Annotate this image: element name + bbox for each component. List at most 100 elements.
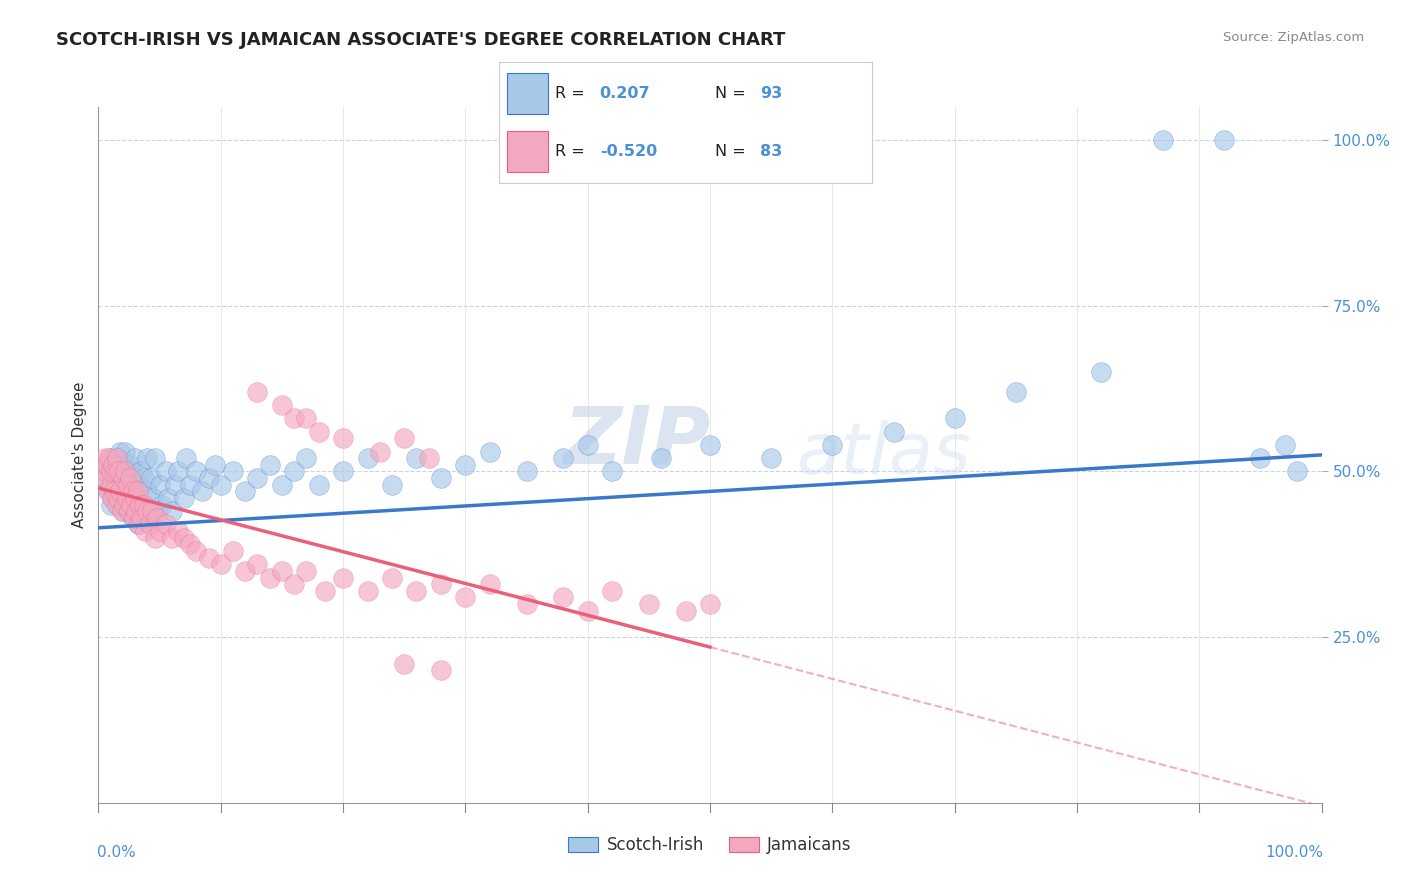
Point (405, 583, 427, 598)
Point (246, 471, 269, 485)
Text: Source: ZipAtlas.com: Source: ZipAtlas.com (1223, 31, 1364, 45)
Point (129, 465, 152, 479)
Text: 83: 83 (759, 144, 782, 159)
Point (120, 471, 142, 485)
Point (121, 484, 143, 499)
Point (124, 451, 146, 466)
Point (191, 484, 214, 499)
Point (114, 465, 136, 479)
Point (111, 504, 134, 518)
Point (283, 465, 305, 479)
Point (1249, 451, 1271, 466)
Point (332, 431, 354, 445)
Point (259, 570, 281, 584)
Point (141, 504, 163, 518)
Point (1212, 133, 1234, 147)
FancyBboxPatch shape (506, 73, 547, 114)
Point (131, 498, 153, 512)
Point (129, 511, 152, 525)
Point (139, 504, 162, 518)
Point (883, 425, 905, 439)
Point (118, 504, 141, 518)
Point (127, 484, 149, 499)
Point (553, 451, 575, 466)
Point (454, 591, 477, 605)
Point (381, 477, 404, 491)
Point (100, 498, 122, 512)
Point (107, 498, 129, 512)
Point (93, 477, 115, 491)
Point (100, 477, 122, 491)
Point (111, 484, 134, 499)
Point (392, 657, 416, 671)
Point (110, 491, 132, 505)
Point (97, 484, 120, 499)
Point (368, 444, 391, 458)
Text: 93: 93 (759, 87, 782, 102)
Point (295, 564, 318, 578)
Point (115, 498, 138, 512)
Point (308, 477, 330, 491)
Point (122, 511, 145, 525)
Point (478, 444, 501, 458)
Point (155, 465, 177, 479)
Point (283, 577, 305, 591)
Point (233, 484, 256, 499)
Point (270, 564, 294, 578)
Point (101, 491, 124, 505)
Point (101, 458, 124, 472)
Point (1152, 133, 1174, 147)
Point (125, 504, 148, 518)
Point (134, 524, 156, 538)
Point (283, 411, 305, 425)
Point (103, 484, 125, 499)
Point (167, 465, 190, 479)
Point (100, 451, 122, 466)
Point (761, 451, 783, 466)
Point (430, 663, 453, 677)
Point (1274, 438, 1296, 452)
Point (120, 498, 142, 512)
Point (600, 465, 623, 479)
Point (295, 411, 318, 425)
Text: 100.0%: 100.0% (1265, 845, 1323, 860)
Point (314, 583, 336, 598)
Point (392, 431, 416, 445)
Point (120, 465, 142, 479)
Point (259, 458, 281, 472)
Point (821, 438, 844, 452)
Point (553, 591, 575, 605)
Point (143, 531, 166, 545)
Point (108, 465, 131, 479)
Text: 0.207: 0.207 (600, 87, 651, 102)
Point (134, 511, 156, 525)
Point (146, 511, 169, 525)
Point (96, 465, 118, 479)
Point (129, 504, 152, 518)
Point (117, 471, 139, 485)
Point (405, 451, 427, 466)
Point (295, 451, 318, 466)
Point (98, 484, 121, 499)
Point (111, 471, 134, 485)
Point (650, 451, 672, 466)
Point (167, 524, 190, 538)
Point (111, 504, 134, 518)
Point (128, 517, 150, 532)
Point (132, 471, 155, 485)
Point (114, 444, 136, 458)
Point (356, 451, 378, 466)
Point (197, 550, 219, 565)
Point (117, 477, 139, 491)
Point (127, 517, 149, 532)
Point (121, 511, 143, 525)
Point (332, 465, 354, 479)
Point (430, 471, 453, 485)
Point (332, 570, 354, 584)
Point (173, 491, 195, 505)
Point (246, 558, 269, 572)
Text: R =: R = (555, 87, 591, 102)
Point (160, 504, 183, 518)
Point (100, 465, 122, 479)
Point (165, 477, 187, 491)
